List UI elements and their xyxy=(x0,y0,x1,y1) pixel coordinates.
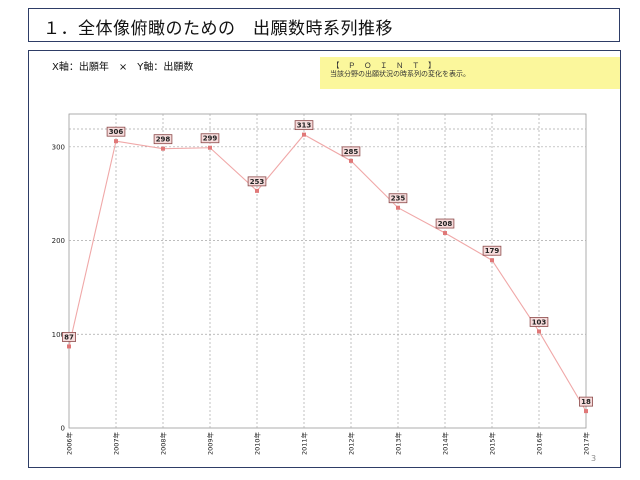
x-tick-label: 2012年 xyxy=(347,432,356,456)
data-point xyxy=(67,344,71,349)
data-label-box xyxy=(153,134,173,145)
data-label: 285 xyxy=(344,148,359,156)
data-point xyxy=(161,146,165,151)
data-point xyxy=(302,132,306,137)
data-label-box xyxy=(388,193,408,204)
data-label-box xyxy=(435,218,455,229)
x-tick-label: 2016年 xyxy=(535,432,544,456)
data-point xyxy=(584,409,588,414)
data-label-box xyxy=(247,176,267,187)
data-label: 299 xyxy=(203,135,218,143)
x-tick-label: 2007年 xyxy=(112,432,121,456)
data-point xyxy=(490,258,494,263)
x-tick-label: 2015年 xyxy=(488,432,497,456)
data-point xyxy=(349,158,353,163)
y-tick-label: 0 xyxy=(61,425,65,433)
data-label-box xyxy=(62,332,77,342)
x-tick-label: 2008年 xyxy=(159,432,168,456)
data-label-box xyxy=(529,317,549,327)
page-number: 3 xyxy=(591,454,597,463)
data-label: 103 xyxy=(532,318,547,326)
data-label-box xyxy=(579,396,594,407)
data-label: 298 xyxy=(156,136,171,144)
y-tick-label: 200 xyxy=(52,237,65,245)
data-point xyxy=(114,139,118,144)
data-label: 87 xyxy=(64,333,74,341)
data-label-box xyxy=(341,146,361,157)
x-tick-label: 2017年 xyxy=(582,432,591,456)
plot-frame xyxy=(68,113,587,429)
y-tick-label: 300 xyxy=(52,143,65,151)
data-label-box xyxy=(294,120,314,131)
data-label: 18 xyxy=(581,398,591,406)
data-point xyxy=(208,145,212,150)
data-label: 313 xyxy=(297,122,312,130)
data-label: 179 xyxy=(485,247,500,255)
x-tick-label: 2013年 xyxy=(394,432,403,456)
data-label: 306 xyxy=(109,128,124,136)
x-tick-label: 2011年 xyxy=(300,432,309,456)
x-tick-label: 2009年 xyxy=(206,432,215,456)
point-note: 【 Ｐ Ｏ Ｉ Ｎ Ｔ 】 当該分野の出願状況の時系列の変化を表示。 xyxy=(320,57,620,89)
data-point xyxy=(255,188,259,193)
title-box: １．全体像俯瞰のための 出願数時系列推移 xyxy=(28,8,620,42)
point-body: 当該分野の出願状況の時系列の変化を表示。 xyxy=(330,70,470,78)
data-label: 208 xyxy=(438,220,453,228)
y-tick-label: 100 xyxy=(52,331,65,339)
x-tick-label: 2006年 xyxy=(65,432,74,456)
data-label-box xyxy=(482,245,502,256)
data-label: 235 xyxy=(391,195,406,203)
page-title: １．全体像俯瞰のための 出願数時系列推移 xyxy=(43,19,393,39)
chart-panel xyxy=(28,50,621,468)
data-point xyxy=(443,231,447,236)
x-tick-label: 2010年 xyxy=(253,432,262,456)
data-label-box xyxy=(106,126,126,137)
point-heading: 【 Ｐ Ｏ Ｉ Ｎ Ｔ 】 xyxy=(332,61,436,70)
data-point xyxy=(396,205,400,210)
axis-caption: X軸：出願年 × Y軸：出願数 xyxy=(52,62,194,73)
data-label: 253 xyxy=(250,178,265,186)
data-label-box xyxy=(200,133,220,144)
series-line xyxy=(68,133,587,412)
data-point xyxy=(537,329,541,334)
x-tick-label: 2014年 xyxy=(441,432,450,456)
